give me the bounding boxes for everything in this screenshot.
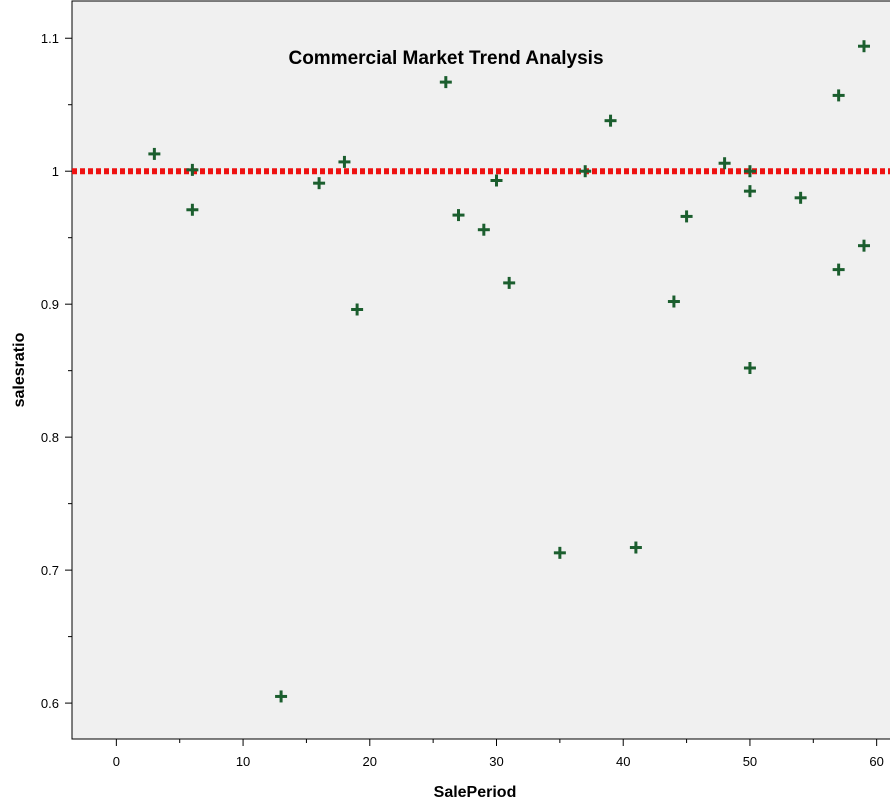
y-tick-label: 0.8 bbox=[41, 430, 59, 445]
data-point bbox=[604, 114, 617, 127]
y-tick-label: 0.9 bbox=[41, 297, 59, 312]
data-points bbox=[148, 40, 870, 703]
data-point bbox=[351, 303, 364, 316]
data-point bbox=[338, 155, 351, 168]
data-point bbox=[553, 546, 566, 559]
data-point bbox=[477, 223, 490, 236]
data-point bbox=[667, 295, 680, 308]
data-point bbox=[490, 174, 503, 187]
data-point bbox=[680, 210, 693, 223]
x-axis: 0 10 20 30 40 50 60 bbox=[113, 739, 884, 769]
y-tick-label: 0.6 bbox=[41, 696, 59, 711]
x-tick-label: 30 bbox=[489, 754, 503, 769]
x-axis-title: SalePeriod bbox=[434, 784, 517, 801]
data-point bbox=[439, 76, 452, 89]
data-point bbox=[832, 89, 845, 102]
x-tick-label: 40 bbox=[616, 754, 630, 769]
data-point bbox=[452, 209, 465, 222]
data-point bbox=[857, 239, 870, 252]
data-point bbox=[579, 165, 592, 178]
data-point bbox=[503, 276, 516, 289]
y-axis: 0.6 0.7 0.8 0.9 1 1.1 bbox=[41, 31, 72, 711]
y-tick-label: 0.7 bbox=[41, 563, 59, 578]
x-tick-label: 10 bbox=[236, 754, 250, 769]
x-tick-label: 20 bbox=[363, 754, 377, 769]
data-point bbox=[794, 191, 807, 204]
y-axis-title: salesratio bbox=[11, 332, 28, 407]
plot-area bbox=[71, 0, 890, 740]
data-point bbox=[275, 690, 288, 703]
data-point bbox=[743, 185, 756, 198]
data-point bbox=[186, 203, 199, 216]
data-point bbox=[832, 263, 845, 276]
data-point bbox=[186, 163, 199, 176]
data-point bbox=[718, 157, 731, 170]
data-point bbox=[148, 147, 161, 160]
chart-title: Commercial Market Trend Analysis bbox=[288, 48, 603, 69]
y-tick-label: 1 bbox=[52, 164, 59, 179]
data-point bbox=[313, 177, 326, 190]
data-point bbox=[743, 165, 756, 178]
x-tick-label: 0 bbox=[113, 754, 120, 769]
data-point bbox=[743, 362, 756, 375]
x-tick-label: 50 bbox=[743, 754, 757, 769]
data-point bbox=[857, 40, 870, 53]
data-point bbox=[629, 541, 642, 554]
x-tick-label: 60 bbox=[869, 754, 883, 769]
y-tick-label: 1.1 bbox=[41, 31, 59, 46]
